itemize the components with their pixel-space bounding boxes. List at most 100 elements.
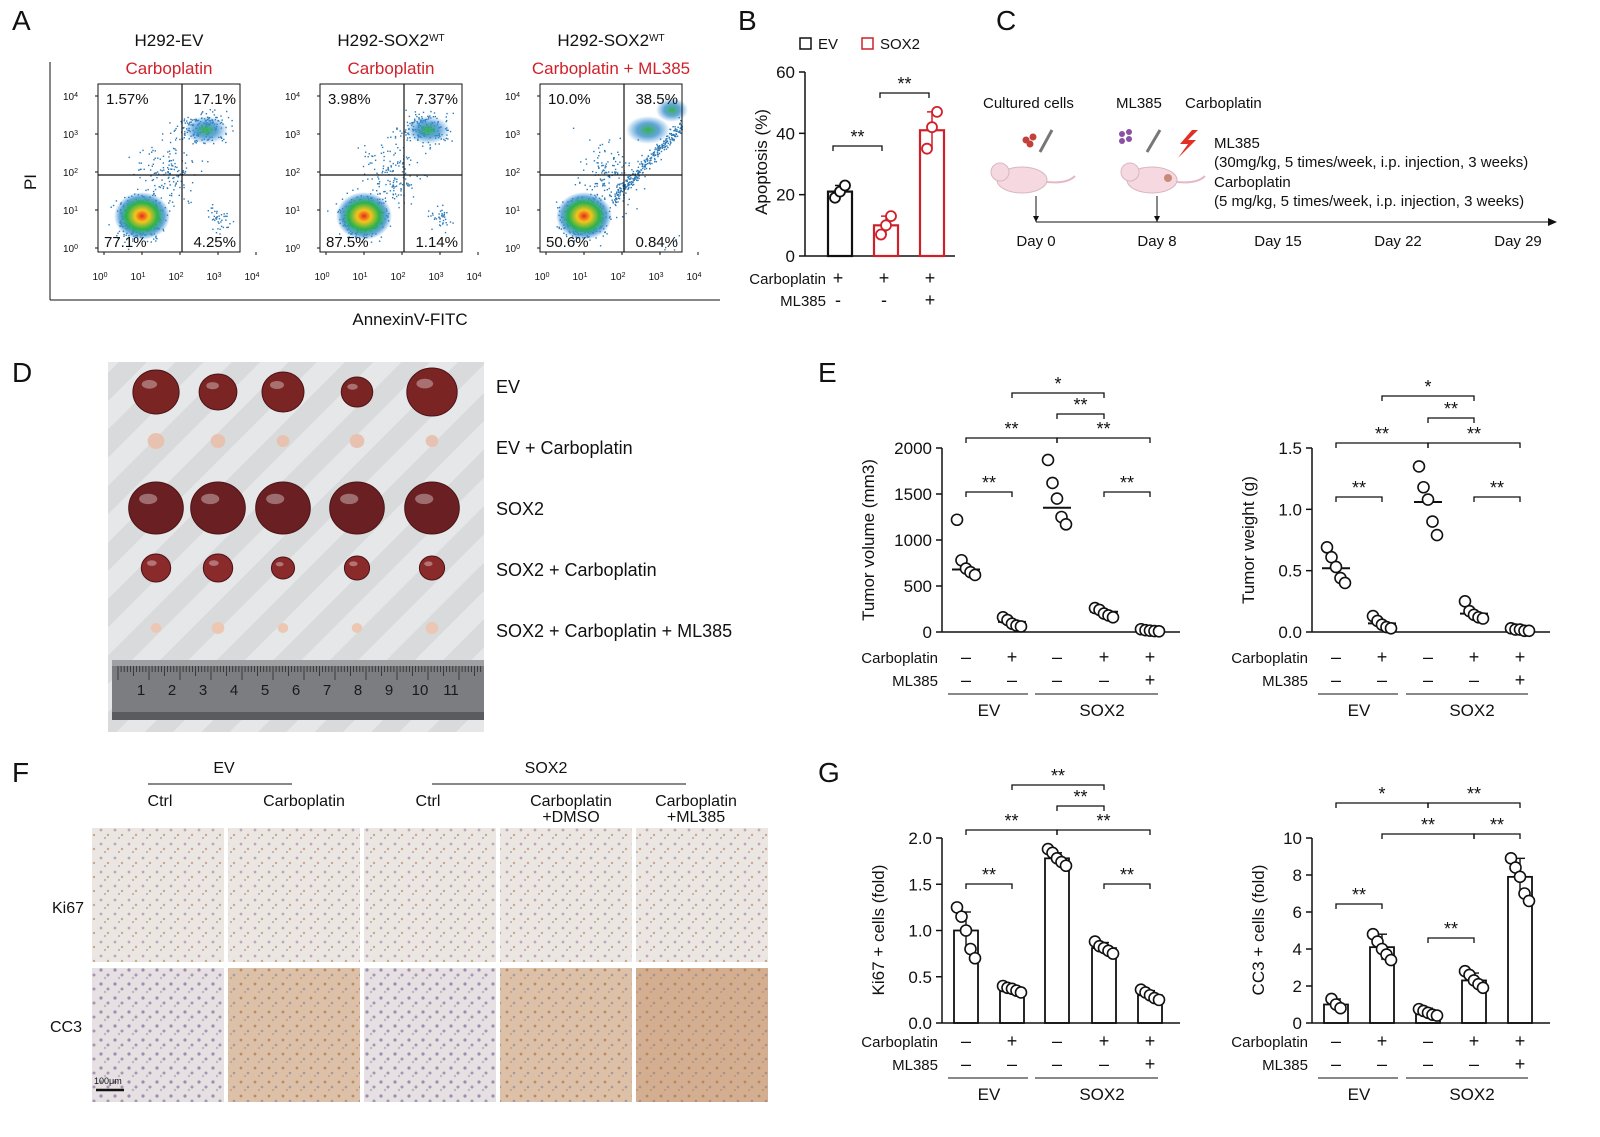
flow-dot <box>407 183 409 185</box>
flow-dot <box>191 160 193 162</box>
flow-dot <box>400 182 402 184</box>
flow-dot <box>608 176 611 178</box>
flow-dot <box>362 180 364 182</box>
flow-dot <box>384 197 387 199</box>
tumor <box>140 553 172 583</box>
significance-label: ** <box>982 865 996 885</box>
flow-dot <box>155 240 157 242</box>
flow-dot <box>649 162 651 164</box>
flow-dot <box>602 179 604 181</box>
flow-dot <box>157 173 160 175</box>
flow-dot <box>378 178 380 180</box>
y-tick-exp: 3 <box>74 130 78 137</box>
flow-dot <box>231 119 233 122</box>
tumor <box>425 622 439 634</box>
treatment-sign: – <box>1099 1054 1109 1074</box>
flow-dot <box>430 110 432 113</box>
flow-dot <box>619 192 621 194</box>
flow-dot <box>585 163 588 165</box>
flow-dot <box>669 128 672 131</box>
flow-dot <box>157 157 159 159</box>
flow-dot <box>674 130 676 132</box>
significance-label: ** <box>1352 885 1366 905</box>
flow-dot <box>404 178 407 180</box>
flow-dot <box>430 215 432 217</box>
flow-dot <box>621 166 623 168</box>
group-label-ev: EV <box>978 1085 1001 1104</box>
flow-dot <box>650 157 652 159</box>
flow-dot <box>626 179 628 181</box>
flow-dot <box>168 172 171 175</box>
data-point <box>1522 624 1536 638</box>
flow-dot <box>628 198 630 200</box>
y-tick-exp: 0 <box>516 244 520 251</box>
data-point <box>1014 986 1028 999</box>
flow-dot <box>404 168 406 170</box>
flow-dot <box>574 184 577 186</box>
flow-dot <box>608 171 610 173</box>
tumor <box>211 622 225 634</box>
flow-dot <box>183 118 186 120</box>
treatment-sign: – <box>961 670 971 690</box>
ihc-image-ki67-4 <box>500 828 632 962</box>
flow-dot <box>406 137 409 139</box>
flow-dot <box>660 158 662 161</box>
flow-dot <box>604 172 606 174</box>
flow-dot <box>447 138 449 140</box>
tumor <box>425 435 439 447</box>
flow-dot <box>675 133 678 136</box>
flow-dot <box>416 161 419 164</box>
flow-dot <box>438 224 441 226</box>
flow-dot <box>656 143 658 146</box>
flow-dot <box>654 148 656 151</box>
flow-dot <box>184 172 186 174</box>
significance-bracket <box>1335 903 1383 909</box>
treatment-sign: + <box>1145 647 1156 667</box>
y-tick-exp: 4 <box>516 92 520 99</box>
flow-dot <box>416 115 418 118</box>
flow-dot <box>382 151 385 154</box>
flow-dot <box>132 238 134 240</box>
flow-dot <box>604 150 606 153</box>
treatment-sign: + <box>1145 1054 1156 1074</box>
flow-dot <box>627 187 630 190</box>
flow-plot-title: H292-SOX2WT <box>337 31 444 50</box>
flow-dot <box>154 184 156 187</box>
y-tick-label: 1000 <box>894 531 932 550</box>
significance-label: ** <box>1467 424 1481 444</box>
flow-dot <box>152 163 154 165</box>
flow-dot <box>606 233 608 235</box>
flow-dot <box>176 170 179 173</box>
flow-dot <box>601 172 603 174</box>
panel-letter-a: A <box>12 5 31 36</box>
flow-dot <box>399 162 401 164</box>
flow-dot <box>619 161 621 163</box>
flow-dot <box>673 138 675 141</box>
x-tick-exp: 4 <box>698 272 702 279</box>
flow-dot <box>155 172 157 174</box>
flow-dot <box>154 172 157 174</box>
treatment-sign: – <box>961 1031 971 1051</box>
treatment-sign: + <box>833 268 844 288</box>
data-point <box>1059 518 1073 531</box>
flow-dot <box>116 235 118 237</box>
f-col-carboplatin-ev: Carboplatin <box>263 793 345 810</box>
flow-plot-frame <box>319 83 463 253</box>
flow-dot <box>663 140 665 142</box>
flow-dot <box>629 181 631 184</box>
quadrant-ur-value: 38.5% <box>635 91 678 108</box>
flow-dot <box>412 196 415 198</box>
flow-dot <box>174 129 176 131</box>
flow-dot <box>666 138 668 140</box>
flow-dot <box>415 113 417 116</box>
flow-dot <box>636 169 639 172</box>
flow-dot <box>613 157 615 159</box>
treatment-sign: + <box>1515 647 1526 667</box>
flow-dot <box>385 169 387 171</box>
flow-dot <box>118 230 121 233</box>
flow-plot-3: H292-SOX2WT Carboplatin + ML385 10.0% 38.5%… <box>505 31 702 283</box>
panel-a-flow-cytometry: PI AnnexinV-FITC H292-EV Carboplatin 1.57%… <box>21 31 720 329</box>
flow-dot <box>210 207 212 209</box>
flow-dot <box>621 183 623 185</box>
flow-dot <box>190 190 192 192</box>
